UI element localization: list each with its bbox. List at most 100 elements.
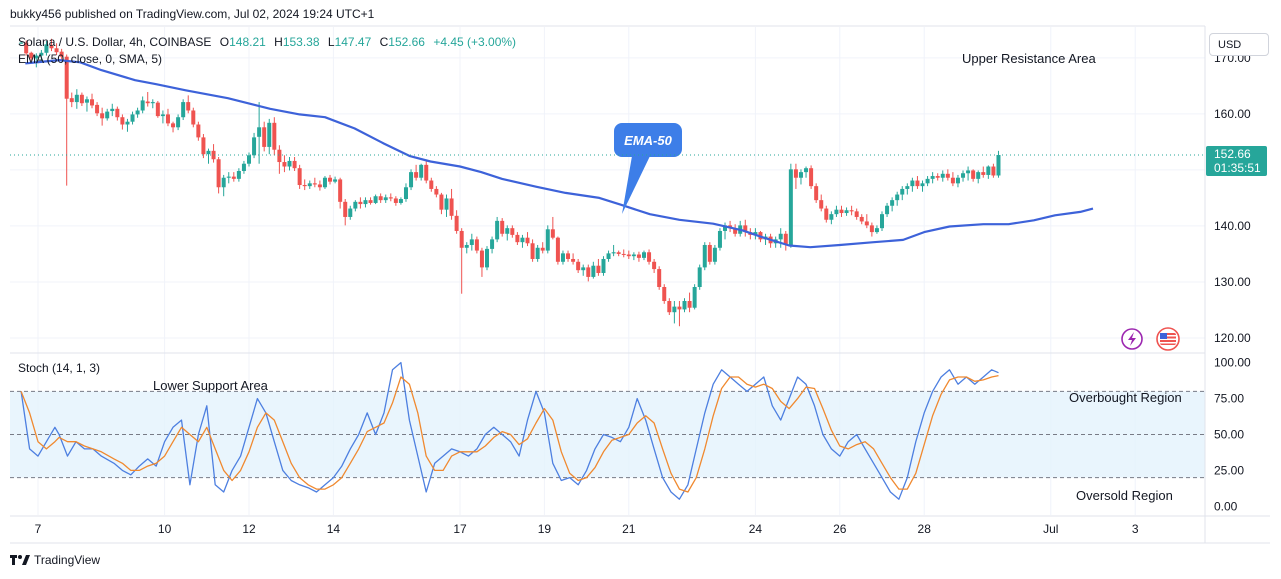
candle-body bbox=[125, 121, 130, 125]
candle-body bbox=[181, 102, 186, 118]
candle-body bbox=[647, 252, 652, 262]
candle-body bbox=[398, 199, 403, 203]
candle-body bbox=[672, 306, 677, 313]
ema-layer bbox=[25, 58, 1094, 249]
candle-body bbox=[702, 244, 707, 268]
candle-body bbox=[915, 180, 920, 187]
candle-body bbox=[874, 228, 879, 233]
x-tick-label: 3 bbox=[1132, 522, 1139, 536]
candle-body bbox=[388, 197, 393, 199]
candle-body bbox=[160, 114, 165, 117]
stoch-layer bbox=[20, 361, 999, 500]
candle-body bbox=[19, 42, 24, 44]
candle-body bbox=[540, 247, 545, 251]
x-tick-label: 14 bbox=[327, 522, 341, 536]
x-tick-label: 19 bbox=[538, 522, 552, 536]
candle-body bbox=[39, 52, 44, 56]
candle-body bbox=[966, 170, 971, 174]
candle-body bbox=[545, 229, 550, 251]
ema-legend: EMA (50, close, 0, SMA, 5) bbox=[18, 52, 162, 66]
candle-body bbox=[986, 166, 991, 175]
candle-body bbox=[74, 94, 79, 103]
candle-body bbox=[307, 183, 312, 187]
candle-body bbox=[571, 258, 576, 262]
candle-body bbox=[49, 45, 54, 49]
candle-body bbox=[636, 254, 641, 258]
x-tick-label: 24 bbox=[749, 522, 763, 536]
candle-body bbox=[110, 108, 115, 112]
x-tick-label: 17 bbox=[453, 522, 467, 536]
candle-body bbox=[829, 214, 834, 220]
candle-body bbox=[287, 160, 292, 167]
candle-body bbox=[935, 176, 940, 178]
candle-body bbox=[819, 200, 824, 209]
candle-body bbox=[383, 197, 388, 201]
candle-body bbox=[687, 301, 692, 308]
candle-body bbox=[378, 196, 383, 201]
candle-body bbox=[277, 149, 282, 163]
candle-body bbox=[317, 184, 322, 188]
candle-body bbox=[743, 225, 748, 233]
candle-body bbox=[626, 254, 631, 257]
candle-body bbox=[723, 225, 728, 231]
candle-body bbox=[535, 247, 540, 259]
x-tick-label: 21 bbox=[622, 522, 636, 536]
lower-support-label: Lower Support Area bbox=[153, 378, 269, 393]
candle-body bbox=[940, 173, 945, 178]
candle-body bbox=[596, 265, 601, 273]
candle-body bbox=[353, 201, 358, 209]
us-flag-icon[interactable] bbox=[1156, 327, 1180, 351]
candle-body bbox=[292, 160, 297, 169]
candle-body bbox=[135, 110, 140, 115]
candle-body bbox=[414, 172, 419, 178]
candle-body bbox=[95, 104, 100, 114]
candle-body bbox=[707, 244, 712, 262]
candle-body bbox=[226, 176, 231, 178]
candle-body bbox=[479, 250, 484, 268]
x-tick-label: 10 bbox=[158, 522, 172, 536]
candle-body bbox=[282, 162, 287, 167]
candle-body bbox=[216, 159, 221, 188]
candle-body bbox=[505, 228, 510, 234]
x-tick-label: 26 bbox=[833, 522, 847, 536]
candle-body bbox=[971, 170, 976, 179]
candle-body bbox=[171, 123, 176, 128]
oversold-label: Oversold Region bbox=[1076, 488, 1173, 503]
candle-body bbox=[525, 237, 530, 244]
candle-body bbox=[454, 215, 459, 231]
candle-body bbox=[809, 168, 814, 187]
candle-body bbox=[566, 253, 571, 259]
candle-body bbox=[262, 127, 267, 147]
stoch-tick-label: 25.00 bbox=[1214, 463, 1244, 477]
candle-body bbox=[586, 267, 591, 277]
x-tick-label: 7 bbox=[35, 522, 42, 536]
candle-body bbox=[312, 183, 317, 185]
candle-body bbox=[343, 201, 348, 217]
candle-body bbox=[29, 52, 34, 59]
candles bbox=[19, 38, 1001, 327]
candle-body bbox=[150, 102, 155, 104]
candle-body bbox=[474, 239, 479, 251]
ema-callout-label: EMA-50 bbox=[624, 133, 672, 148]
candle-body bbox=[530, 243, 535, 259]
candle-body bbox=[849, 210, 854, 212]
currency-button[interactable]: USD bbox=[1209, 33, 1269, 56]
candle-body bbox=[854, 211, 859, 217]
candle-body bbox=[302, 185, 307, 187]
candle-body bbox=[90, 99, 95, 106]
last-price-badge: 152.66 01:35:51 bbox=[1206, 145, 1267, 176]
candle-body bbox=[434, 188, 439, 195]
candle-body bbox=[363, 200, 368, 205]
candle-body bbox=[69, 98, 74, 103]
candle-body bbox=[257, 127, 262, 137]
candle-body bbox=[403, 187, 408, 200]
candle-body bbox=[996, 154, 1001, 176]
stoch-tick-label: 0.00 bbox=[1214, 499, 1238, 513]
y-tick-label: 160.00 bbox=[1214, 107, 1251, 121]
lightning-icon[interactable] bbox=[1121, 328, 1143, 350]
candle-body bbox=[804, 168, 809, 173]
footer-brand-label: TradingView bbox=[34, 553, 101, 567]
candle-body bbox=[981, 172, 986, 175]
candle-body bbox=[606, 253, 611, 259]
